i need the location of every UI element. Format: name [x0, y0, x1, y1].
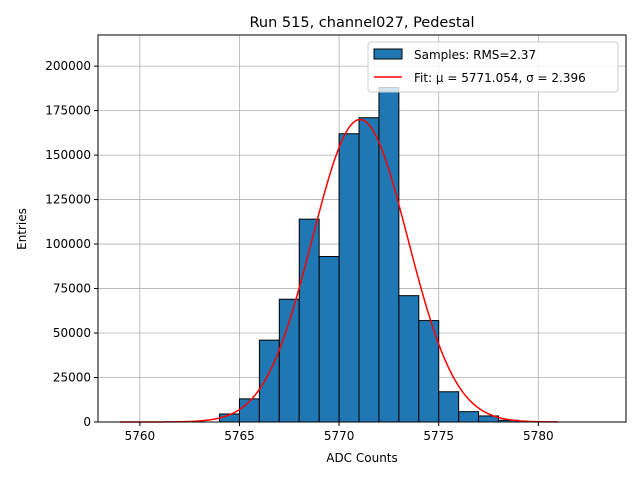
- legend: Samples: RMS=2.37 Fit: μ = 5771.054, σ =…: [367, 41, 619, 93]
- histogram-bar: [318, 256, 340, 423]
- axis-ticks: 5760 5765 5770 5775 5780 0 25000 50000 75000 1000…: [45, 59, 553, 443]
- histogram-bar: [458, 411, 480, 423]
- histogram-bar: [278, 298, 300, 423]
- histogram-bar: [338, 133, 360, 423]
- x-tick-label: 5775: [423, 429, 454, 443]
- y-axis-label: Entries: [15, 208, 29, 250]
- histogram-bar: [438, 391, 460, 423]
- histogram-bar: [398, 295, 420, 423]
- y-tick-label: 0: [83, 415, 91, 429]
- y-tick-label: 50000: [53, 326, 91, 340]
- y-tick-label: 150000: [45, 148, 91, 162]
- legend-label-samples: Samples: RMS=2.37: [414, 48, 536, 62]
- y-tick-label: 200000: [45, 59, 91, 73]
- legend-swatch-samples: [373, 48, 403, 60]
- x-tick-label: 5760: [125, 429, 156, 443]
- histogram-bar: [378, 86, 400, 423]
- x-axis-label: ADC Counts: [326, 451, 398, 465]
- y-tick-label: 25000: [53, 371, 91, 385]
- chart-title: Run 515, channel027, Pedestal: [249, 15, 474, 31]
- histogram-bar: [358, 117, 380, 423]
- legend-label-fit: Fit: μ = 5771.054, σ = 2.396: [414, 71, 586, 85]
- y-tick-label: 125000: [45, 193, 91, 207]
- histogram-bar: [258, 339, 280, 423]
- y-tick-label: 175000: [45, 104, 91, 118]
- x-tick-label: 5770: [324, 429, 355, 443]
- x-tick-label: 5780: [523, 429, 554, 443]
- axes-frame: [97, 34, 627, 423]
- y-tick-label: 75000: [53, 282, 91, 296]
- x-tick-label: 5765: [224, 429, 255, 443]
- y-tick-label: 100000: [45, 237, 91, 251]
- legend-box: [367, 41, 619, 93]
- fit-curve: [119, 118, 559, 423]
- histogram-bars: [219, 86, 519, 423]
